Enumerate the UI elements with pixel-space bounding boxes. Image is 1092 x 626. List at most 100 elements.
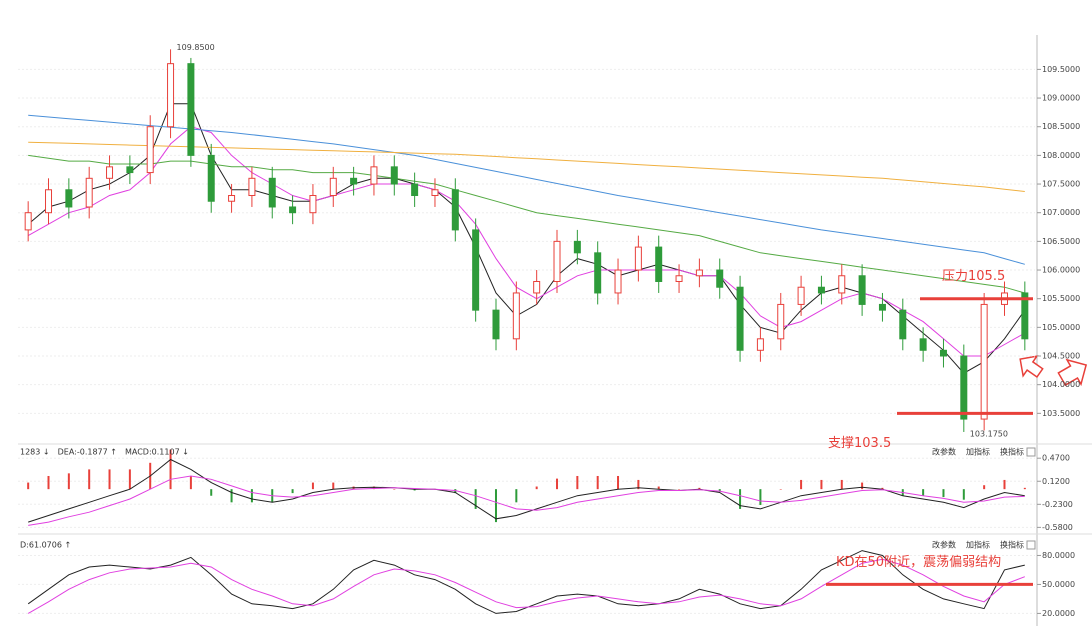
candle-body xyxy=(289,206,297,214)
macd-bar xyxy=(556,478,559,490)
candle-body xyxy=(573,240,581,254)
macd-bar xyxy=(800,479,803,490)
candle-body xyxy=(838,275,846,294)
candle-body xyxy=(146,126,154,174)
candle-body xyxy=(167,63,175,128)
macd-bar xyxy=(494,489,497,523)
macd-bar xyxy=(291,489,294,494)
y-tick-label: 109.0000 xyxy=(1042,94,1080,103)
macd-bar xyxy=(169,449,172,490)
close-button[interactable] xyxy=(1026,447,1036,457)
candle-body xyxy=(106,166,114,179)
panel-button[interactable]: 改参数 xyxy=(932,447,956,457)
macd-bar xyxy=(413,489,416,491)
y-tick-label: 104.0000 xyxy=(1042,380,1080,389)
close-button[interactable] xyxy=(1026,540,1036,550)
panel-button[interactable]: 加指标 xyxy=(966,540,990,550)
indicator-header: 1283 ↓ xyxy=(20,448,50,457)
y-tick-label: 0.4700 xyxy=(1042,454,1070,463)
candle-body xyxy=(634,246,642,271)
macd-bar xyxy=(718,489,721,492)
y-tick-label: 104.5000 xyxy=(1042,352,1080,361)
candle-body xyxy=(370,166,378,185)
y-tick-label: 109.5000 xyxy=(1042,65,1080,74)
macd-bar xyxy=(779,489,782,490)
low-label: 103.1750 xyxy=(970,429,1008,438)
macd-bar xyxy=(617,475,620,490)
panel-button[interactable]: 加指标 xyxy=(966,447,990,457)
candle-body xyxy=(736,286,744,351)
candle-body xyxy=(390,166,398,185)
candle-body xyxy=(228,195,236,202)
candle-body xyxy=(553,240,561,282)
macd-bar xyxy=(739,489,742,509)
candle-body xyxy=(655,246,663,282)
macd-bar xyxy=(210,489,213,496)
candle-body xyxy=(675,275,683,282)
macd-bar xyxy=(678,489,681,490)
y-tick-label: 108.5000 xyxy=(1042,122,1080,131)
candle-body xyxy=(512,292,520,340)
y-tick-label: 105.5000 xyxy=(1042,294,1080,303)
indicator-header: MACD:0.1107 ↓ xyxy=(125,448,189,457)
candle-body xyxy=(329,177,337,197)
indicator-line xyxy=(27,558,1025,614)
y-tick-label: 0.1200 xyxy=(1042,477,1070,486)
macd-bar xyxy=(189,475,192,490)
candle-body xyxy=(492,309,500,340)
macd-bar xyxy=(820,479,823,490)
macd-bar xyxy=(861,482,864,490)
macd-bar xyxy=(515,489,518,503)
macd-bar xyxy=(67,473,70,490)
macd-bar xyxy=(698,487,701,490)
y-tick-label: -0.5800 xyxy=(1042,523,1073,532)
macd-bar xyxy=(47,475,50,490)
candle-body xyxy=(65,189,73,208)
macd-bar xyxy=(922,489,925,496)
candle-body xyxy=(309,195,317,214)
macd-bar xyxy=(759,489,762,505)
macd-bar xyxy=(27,482,30,490)
macd-bar xyxy=(596,475,599,490)
y-tick-label: 80.0000 xyxy=(1042,551,1075,560)
candle-body xyxy=(939,349,947,357)
macd-bar xyxy=(474,489,477,509)
panel-button[interactable]: 换指标 xyxy=(1000,447,1024,457)
candle-body xyxy=(858,275,866,305)
y-tick-label: 108.0000 xyxy=(1042,151,1080,160)
y-tick-label: 50.0000 xyxy=(1042,580,1075,589)
macd-bar xyxy=(535,486,538,490)
arrow-icon xyxy=(1057,358,1088,387)
macd-bar xyxy=(657,486,660,490)
macd-bar xyxy=(576,475,579,490)
candle-body xyxy=(777,303,785,340)
candle-body xyxy=(350,177,358,185)
level-label: 支撑103.5 xyxy=(828,436,891,451)
candle-body xyxy=(268,177,276,208)
panel-button[interactable]: 换指标 xyxy=(1000,540,1024,550)
candle-body xyxy=(878,303,886,311)
level-label: 压力105.5 xyxy=(942,269,1005,284)
macd-bar xyxy=(332,482,335,490)
level-label: KD在50附近，震荡偏弱结构 xyxy=(836,555,1001,570)
macd-bar xyxy=(840,479,843,490)
macd-bar xyxy=(942,489,945,498)
candle-body xyxy=(207,154,215,202)
macd-bar xyxy=(250,489,253,503)
panel-button[interactable]: 改参数 xyxy=(932,540,956,550)
candle-body xyxy=(411,183,419,197)
y-tick-label: 107.0000 xyxy=(1042,208,1080,217)
candle-body xyxy=(899,309,907,340)
candle-body xyxy=(187,63,195,156)
candle-body xyxy=(594,252,602,294)
candle-body xyxy=(980,303,988,420)
macd-bar xyxy=(128,469,131,490)
macd-bar xyxy=(1023,487,1026,490)
candle-body xyxy=(248,177,256,197)
indicator-line xyxy=(28,154,1025,294)
macd-bar xyxy=(983,485,986,490)
candle-body xyxy=(451,189,459,231)
macd-bar xyxy=(881,487,884,490)
